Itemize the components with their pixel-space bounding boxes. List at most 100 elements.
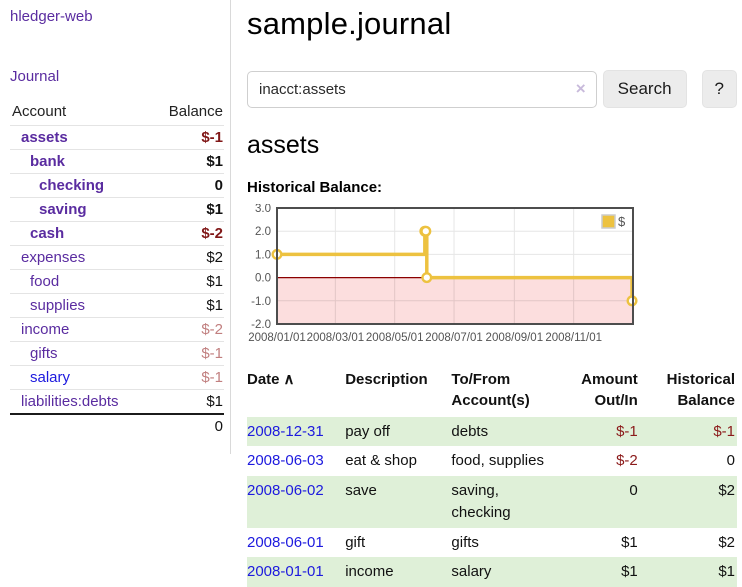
transaction-amount: $1 [621, 533, 638, 551]
account-row: supplies $1 [10, 293, 224, 318]
account-row: gifts $-1 [10, 341, 224, 366]
accounts-table: Account Balance assets $-1 bank $1 checking 0… [10, 100, 224, 438]
accounts-total-balance: 0 [150, 413, 224, 438]
search-button[interactable]: Search [602, 70, 687, 108]
account-balance: $-2 [150, 221, 224, 246]
accounts-header-balance: Balance [168, 103, 223, 120]
transaction-amount: $1 [621, 563, 638, 581]
y-tick-label: 1.0 [255, 249, 271, 261]
main-panel: sample.journal × Search ? assets Histori… [231, 0, 742, 587]
transaction-description: eat & shop [345, 452, 417, 470]
sort-ascending-icon: ∧ [283, 371, 295, 388]
sidebar-account-link[interactable]: gifts [30, 345, 58, 362]
account-balance: 0 [150, 173, 224, 198]
transaction-accounts: food, supplies [451, 452, 544, 470]
account-balance: $1 [150, 269, 224, 294]
y-tick-label: 2.0 [255, 226, 271, 238]
clear-search-icon[interactable]: × [575, 78, 586, 98]
y-tick-label: -1.0 [251, 296, 271, 308]
legend-label: $ [618, 214, 626, 229]
account-balance: $1 [150, 293, 224, 318]
transaction-description: pay off [345, 422, 390, 440]
y-tick-label: -2.0 [251, 319, 271, 331]
register-header-amount: Amount Out/In [581, 371, 638, 410]
sidebar-account-link[interactable]: salary [30, 369, 71, 386]
accounts-total-row: 0 [10, 413, 224, 438]
x-tick-label: 2008/07/01 [425, 332, 483, 344]
transaction-date-link[interactable]: 2008-06-02 [247, 482, 324, 500]
transaction-accounts: saving, checking [451, 482, 511, 521]
legend-swatch [601, 214, 616, 229]
account-balance: $-1 [150, 125, 224, 150]
search-input-wrapper: × [247, 70, 597, 108]
data-point-marker [420, 225, 432, 237]
sidebar-account-link[interactable]: assets [21, 129, 68, 146]
transaction-balance: 0 [726, 452, 735, 470]
help-button[interactable]: ? [701, 70, 737, 108]
chart-heading: Historical Balance: [247, 179, 383, 196]
transaction-balance: $-1 [713, 422, 735, 440]
sidebar-account-link[interactable]: supplies [30, 297, 86, 314]
transaction-amount: $-2 [616, 452, 638, 470]
transaction-date-link[interactable]: 2008-06-03 [247, 452, 324, 470]
sidebar-account-link[interactable]: checking [39, 177, 105, 194]
account-row: food $1 [10, 269, 224, 294]
transaction-amount: $-1 [616, 422, 638, 440]
account-balance: $1 [150, 149, 224, 174]
register-header-row: Date ∧ Description To/From Account(s) Amo… [247, 367, 737, 417]
register-header-accounts: To/From Account(s) [451, 371, 530, 410]
register-row: 2008-12-31 pay off debts $-1 $-1 [247, 416, 737, 447]
account-row: assets $-1 [10, 125, 224, 150]
register-row: 2008-06-01 gift gifts $1 $2 [247, 528, 737, 558]
account-balance: $2 [150, 245, 224, 270]
transaction-accounts: gifts [451, 533, 479, 551]
x-tick-label: 2008/03/01 [307, 332, 365, 344]
transaction-accounts: salary [451, 563, 492, 581]
register-header-description: Description [345, 371, 428, 388]
sidebar: hledger-web Journal Account Balance asse… [0, 0, 231, 454]
sidebar-account-link[interactable]: saving [39, 201, 87, 218]
transaction-amount: 0 [629, 482, 638, 500]
search-input[interactable] [247, 70, 597, 108]
account-row: bank $1 [10, 149, 224, 174]
x-tick-label: 2008/01/01 [248, 332, 306, 344]
account-row: checking 0 [10, 173, 224, 198]
sidebar-account-link[interactable]: food [30, 273, 60, 290]
y-tick-label: 0.0 [255, 273, 271, 285]
transaction-balance: $2 [718, 482, 735, 500]
register-header-date[interactable]: Date ∧ [247, 371, 295, 388]
transaction-accounts: debts [451, 422, 489, 440]
transaction-date-link[interactable]: 2008-12-31 [247, 422, 324, 440]
sidebar-account-link[interactable]: bank [30, 153, 66, 170]
account-row: liabilities:debts $1 [10, 389, 224, 414]
account-row: saving $1 [10, 197, 224, 222]
register-table: Date ∧ Description To/From Account(s) Amo… [247, 367, 737, 587]
sidebar-account-link[interactable]: expenses [21, 249, 86, 266]
x-tick-label: 2008/05/01 [366, 332, 424, 344]
account-row: cash $-2 [10, 221, 224, 246]
accounts-header-row: Account Balance [10, 100, 224, 126]
x-tick-label: 2008/09/01 [486, 332, 544, 344]
register-row: 2008-01-01 income salary $1 $1 [247, 557, 737, 587]
accounts-header-account: Account [12, 103, 67, 120]
page-title: sample.journal [247, 6, 452, 41]
y-tick-label: 3.0 [255, 204, 271, 215]
search-form: × Search ? [247, 70, 737, 108]
transaction-date-link[interactable]: 2008-01-01 [247, 563, 324, 581]
transaction-balance: $1 [718, 563, 735, 581]
account-balance: $1 [150, 389, 224, 414]
register-row: 2008-06-02 save saving, checking 0 $2 [247, 476, 737, 528]
register-row: 2008-06-03 eat & shop food, supplies $-2 0 [247, 446, 737, 476]
data-point-marker [421, 272, 433, 284]
transaction-date-link[interactable]: 2008-06-01 [247, 533, 324, 551]
sidebar-account-link[interactable]: liabilities:debts [21, 393, 119, 410]
account-heading: assets [247, 131, 320, 159]
brand-link[interactable]: hledger-web [10, 8, 93, 25]
historical-balance-chart: $3.0 2.0 1.0 0.0 -1.0 -2.0 2008/01/01 2008/03/0… [243, 203, 737, 353]
sidebar-item-journal[interactable]: Journal [10, 68, 60, 85]
sidebar-account-link[interactable]: cash [30, 225, 65, 242]
account-row: salary $-1 [10, 365, 224, 390]
sidebar-account-link[interactable]: income [21, 321, 70, 338]
